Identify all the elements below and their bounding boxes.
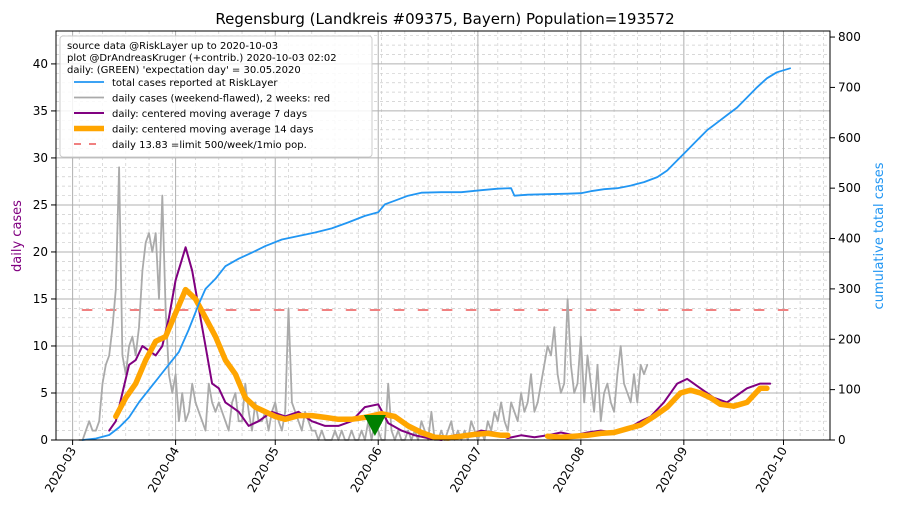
y-tick-label-left: 5 <box>40 386 48 400</box>
x-tick-label: 2020-04 <box>145 445 182 495</box>
expectation-day-marker <box>363 415 386 437</box>
y-tick-label-left: 15 <box>33 292 48 306</box>
y-tick-label-left: 35 <box>33 104 48 118</box>
x-tick-label: 2020-07 <box>447 445 484 495</box>
legend-note: plot @DrAndreasKruger (+contrib.) 2020-1… <box>67 53 337 64</box>
x-tick-label: 2020-03 <box>42 445 79 495</box>
chart-title: Regensburg (Landkreis #09375, Bayern) Po… <box>215 10 674 28</box>
legend: source data @RiskLayer up to 2020-10-03p… <box>59 35 373 158</box>
y-tick-label-right: 800 <box>838 30 861 44</box>
y-tick-label-right: 200 <box>838 332 861 346</box>
y-tick-label-right: 0 <box>838 433 846 447</box>
y-axis-label-right: cumulative total cases <box>872 162 887 309</box>
y-tick-label-left: 20 <box>33 245 48 259</box>
y-tick-label-right: 300 <box>838 282 861 296</box>
y-tick-label-right: 100 <box>838 383 861 397</box>
legend-box <box>59 35 373 158</box>
y-axis-label-left: daily cases <box>10 200 25 272</box>
y-tick-label-left: 40 <box>33 57 48 71</box>
series-ma14-line <box>113 286 511 441</box>
x-tick-label: 2020-10 <box>753 445 790 495</box>
series-ma14-line-2 <box>544 385 770 440</box>
legend-label-ma7: daily: centered moving average 7 days <box>112 109 307 120</box>
plot-frame <box>55 30 831 441</box>
x-tick-label: 2020-05 <box>245 445 282 495</box>
y-tick-label-left: 25 <box>33 198 48 212</box>
legend-note: daily: (GREEN) 'expectation day' = 30.05… <box>67 65 301 76</box>
series-layer <box>78 67 792 441</box>
series-ma7-line <box>108 246 772 441</box>
y-tick-label-left: 30 <box>33 151 48 165</box>
series-cumulative-line <box>81 67 791 441</box>
y-tick-label-left: 10 <box>33 339 48 353</box>
y-tick-label-right: 400 <box>838 232 861 246</box>
legend-note: source data @RiskLayer up to 2020-10-03 <box>67 41 278 52</box>
y-tick-label-right: 700 <box>838 80 861 94</box>
legend-label-ma14: daily: centered moving average 14 days <box>112 125 313 136</box>
y-tick-label-left: 0 <box>40 433 48 447</box>
y-tick-label-right: 600 <box>838 131 861 145</box>
x-tick-label: 2020-08 <box>550 445 587 495</box>
legend-label-cumulative: total cases reported at RiskLayer <box>112 78 278 89</box>
y-tick-label-right: 500 <box>838 181 861 195</box>
x-tick-label: 2020-09 <box>653 445 690 495</box>
legend-label-limit: daily 13.83 =limit 500/week/1mio pop. <box>112 140 307 151</box>
legend-label-daily: daily cases (weekend-flawed), 2 weeks: r… <box>112 94 330 105</box>
series-daily-line <box>78 166 649 441</box>
x-tick-label: 2020-06 <box>348 445 385 495</box>
